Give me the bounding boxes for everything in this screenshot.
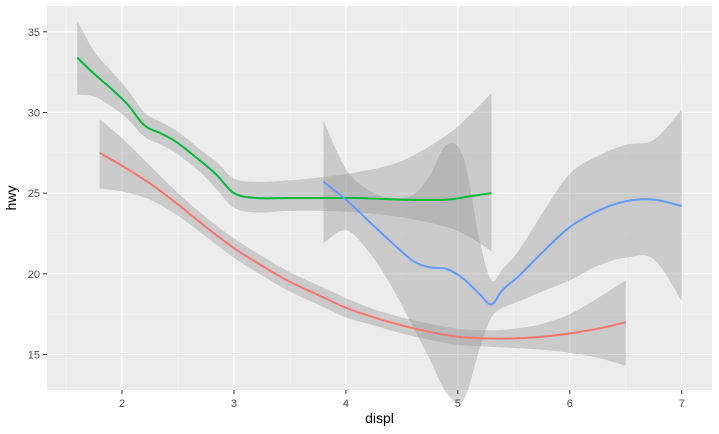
x-axis-ticks: 2 3 4 5 6 7 — [119, 390, 685, 410]
smooth-line-1 — [99, 151, 627, 340]
y-tick-label: 25 — [28, 188, 40, 200]
smooth-line-3 — [322, 181, 683, 306]
x-tick-label: 5 — [455, 398, 461, 410]
y-axis-title: hwy — [3, 186, 19, 211]
x-tick-label: 7 — [679, 398, 685, 410]
confidence-ribbon-3 — [323, 109, 682, 403]
y-tick-label: 15 — [28, 350, 40, 362]
smooth-line-2 — [76, 56, 492, 201]
x-tick-label: 4 — [343, 398, 349, 410]
y-tick-label: 20 — [28, 269, 40, 281]
confidence-ribbon-2 — [77, 20, 492, 252]
y-tick-label: 35 — [28, 27, 40, 39]
x-axis-title: displ — [365, 410, 394, 426]
x-tick-label: 6 — [567, 398, 573, 410]
x-tick-label: 2 — [119, 398, 125, 410]
confidence-ribbons — [77, 20, 682, 403]
x-tick-label: 3 — [231, 398, 237, 410]
y-axis-ticks: 15 20 25 30 35 — [28, 27, 47, 362]
y-tick-label: 30 — [28, 107, 40, 119]
smooth-lines — [76, 56, 683, 340]
confidence-ribbon-1 — [99, 118, 626, 366]
